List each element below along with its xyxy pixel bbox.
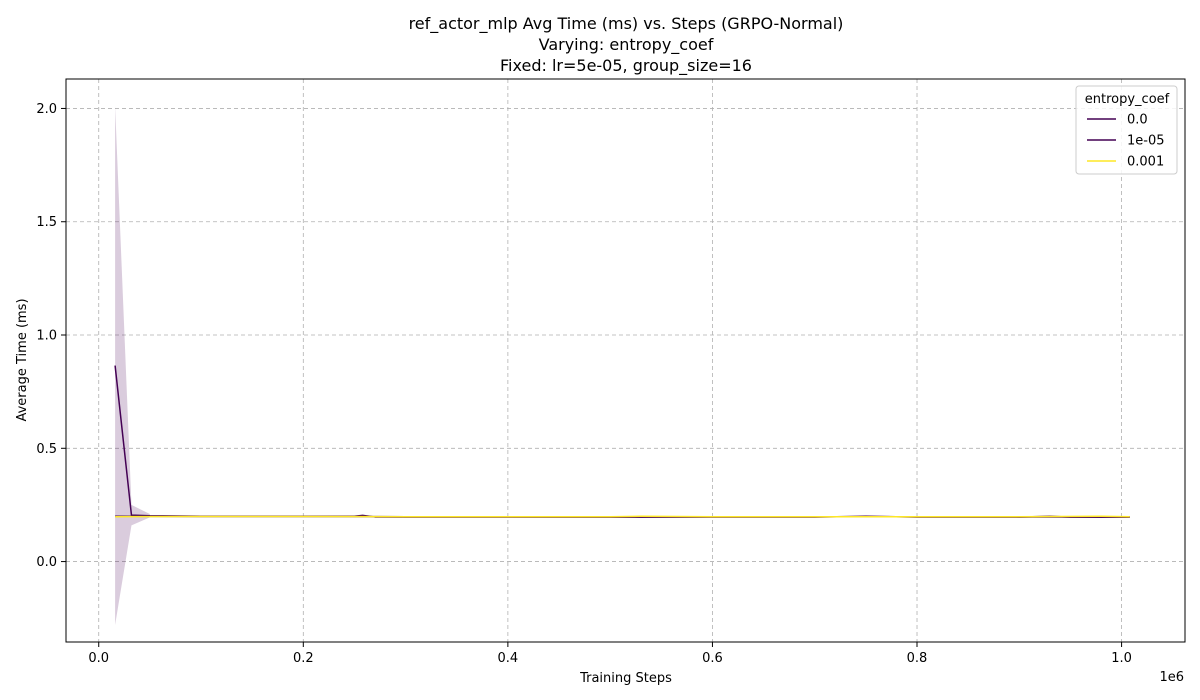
legend-items: 0.0 1e-05 0.001 <box>1087 113 1165 170</box>
legend-label-1e-05: 1e-05 <box>1127 134 1165 149</box>
x-tick-label: 0.6 <box>702 651 723 666</box>
y-tick-label: 1.0 <box>36 329 57 344</box>
chart-title-line-3: Fixed: lr=5e-05, group_size=16 <box>500 56 752 76</box>
legend-box <box>1075 85 1178 175</box>
legend-label-0.0: 0.0 <box>1127 113 1148 128</box>
legend-label-0.001: 0.001 <box>1127 155 1164 170</box>
x-axis-offset-label: 1e6 <box>1159 670 1184 685</box>
x-tick-label: 1.0 <box>1111 651 1132 666</box>
x-axis-ticks: 0.0 0.2 0.4 0.6 0.8 1.0 <box>88 642 1132 666</box>
plot-area-frame <box>65 78 1186 643</box>
y-tick-label: 0.0 <box>36 555 57 570</box>
legend-title: entropy_coef <box>1085 92 1170 107</box>
y-tick-label: 2.0 <box>36 102 57 117</box>
series-band-0.0 <box>115 106 150 626</box>
x-axis-label: Training Steps <box>579 671 672 686</box>
y-tick-label: 1.5 <box>36 215 57 230</box>
series-lines <box>114 365 1130 518</box>
x-tick-label: 0.8 <box>907 651 928 666</box>
chart-title-line-2: Varying: entropy_coef <box>539 35 714 55</box>
x-tick-label: 0.0 <box>88 651 109 666</box>
y-axis-label: Average Time (ms) <box>15 298 30 421</box>
y-axis-ticks: 0.0 0.5 1.0 1.5 2.0 <box>36 102 66 570</box>
chart-title-line-1: ref_actor_mlp Avg Time (ms) vs. Steps (G… <box>409 14 844 34</box>
x-tick-label: 0.4 <box>498 651 519 666</box>
legend: entropy_coef 0.0 1e-05 0.001 <box>1075 85 1178 175</box>
y-tick-label: 0.5 <box>36 442 57 457</box>
x-tick-label: 0.2 <box>293 651 314 666</box>
confidence-bands <box>115 106 150 626</box>
